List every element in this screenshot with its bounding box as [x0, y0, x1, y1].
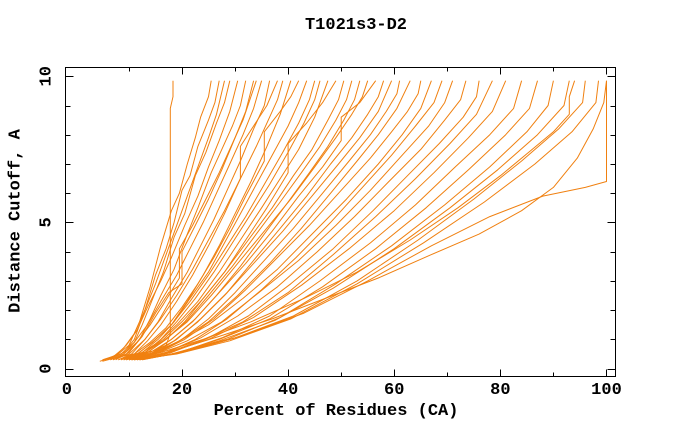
model-curve	[120, 80, 278, 361]
model-curve	[99, 80, 225, 362]
tick-label: 40	[278, 381, 298, 400]
model-curve	[131, 80, 493, 361]
tick-label: 10	[38, 66, 57, 86]
tick-label: 20	[172, 381, 192, 400]
model-curve	[142, 80, 607, 361]
model-curve	[123, 80, 369, 361]
model-curve	[131, 80, 377, 361]
model-curve	[134, 80, 385, 361]
model-curve	[134, 80, 607, 361]
model-curve	[136, 80, 538, 361]
model-curve	[107, 80, 263, 361]
model-curve	[131, 80, 570, 361]
model-curve	[126, 80, 308, 361]
model-curve	[110, 80, 257, 361]
tick-label: 0	[38, 364, 57, 374]
model-curve	[128, 80, 353, 361]
axis-ticks	[65, 67, 616, 377]
tick-label: 100	[591, 381, 622, 400]
tick-label: 80	[490, 381, 510, 400]
model-curve	[115, 80, 255, 361]
tick-label: 60	[384, 381, 404, 400]
model-curve	[126, 80, 432, 361]
model-curve	[128, 80, 393, 361]
model-curve	[123, 80, 329, 361]
model-curve	[118, 80, 300, 361]
tick-label: 5	[38, 217, 57, 227]
model-curve	[136, 80, 467, 361]
model-curve	[120, 80, 316, 361]
model-curve	[134, 80, 422, 361]
model-curve	[126, 80, 345, 361]
model-curve	[139, 80, 554, 361]
model-curve	[112, 80, 284, 361]
model-curve	[134, 80, 599, 361]
chart-title: T1021s3-D2	[304, 16, 408, 35]
tick-label: 0	[62, 381, 72, 400]
model-curve	[107, 80, 220, 361]
plot-frame	[65, 67, 616, 377]
model-curve	[128, 80, 576, 361]
model-curve	[102, 80, 174, 362]
model-curve	[128, 80, 454, 361]
model-curve	[139, 80, 443, 361]
x-axis-title: Percent of Residues (CA)	[213, 402, 459, 421]
y-axis-title: Distance Cutoff, A	[6, 129, 26, 313]
